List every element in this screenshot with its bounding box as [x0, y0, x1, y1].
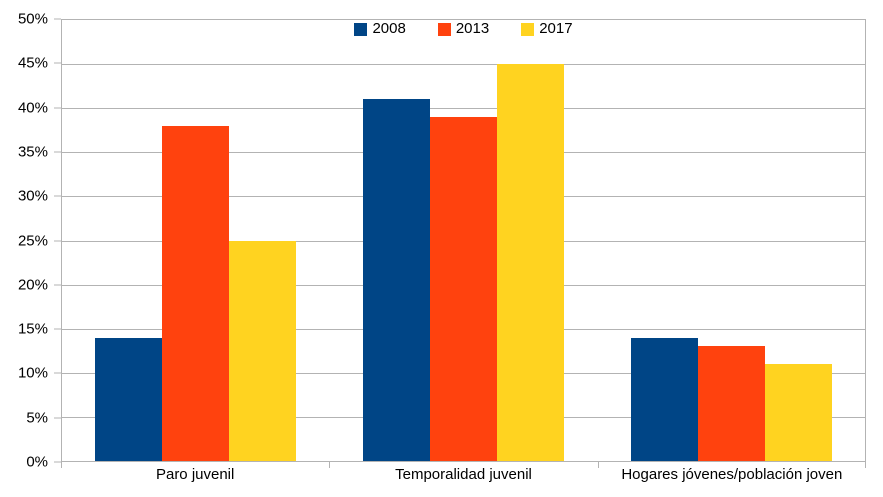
y-tick: [54, 195, 61, 197]
y-axis-label: 15%: [17, 320, 48, 338]
bar-2017: [229, 240, 297, 461]
category-label: Hogares jóvenes/población joven: [621, 466, 843, 483]
category-group-paro-juvenil: [62, 20, 330, 461]
category-group-temporalidad-juvenil: [330, 20, 598, 461]
category-label: Paro juvenil: [155, 466, 235, 483]
bar-2008: [362, 99, 430, 461]
y-axis-label: 30%: [17, 187, 48, 205]
y-axis-label: 40%: [17, 99, 48, 117]
category-label: Temporalidad juvenil: [395, 466, 532, 483]
y-axis-labels: 50% 45% 40% 35% 30% 25% 20% 15% 10% 5% 0…: [0, 12, 48, 470]
bar-2013: [429, 117, 497, 461]
y-axis-label: 5%: [26, 409, 48, 427]
y-axis-label: 35%: [17, 143, 48, 161]
bar-2017: [764, 363, 832, 461]
category-group-hogares-jovenes: [597, 20, 865, 461]
x-tick: [61, 462, 62, 468]
y-tick: [54, 151, 61, 153]
legend-item-2008: 2008: [351, 20, 409, 38]
bars-layer: [62, 20, 865, 461]
legend-item-2017: 2017: [518, 20, 576, 38]
y-axis-label: 0%: [26, 453, 48, 471]
bar-2013: [697, 346, 765, 461]
y-axis-label: 10%: [17, 364, 48, 382]
y-axis-label: 50%: [17, 10, 48, 28]
x-tick: [865, 462, 866, 468]
x-tick: [597, 462, 599, 468]
legend-swatch-icon: [437, 22, 451, 36]
legend-item-2013: 2013: [434, 20, 493, 38]
y-tick: [54, 284, 61, 286]
legend-label: 2013: [455, 20, 490, 37]
legend: 2008 2013 2017: [61, 20, 866, 38]
legend-label: 2008: [372, 20, 406, 37]
y-tick: [54, 18, 61, 20]
bar-2017: [496, 64, 564, 461]
y-tick: [54, 417, 61, 419]
x-tick: [329, 462, 331, 468]
legend-swatch-icon: [354, 22, 368, 36]
legend-label: 2017: [539, 20, 573, 37]
x-axis-labels: Paro juvenil Temporalidad juvenil Hogare…: [61, 466, 866, 483]
gridline: [62, 64, 865, 66]
bar-2008: [95, 337, 163, 461]
y-tick: [54, 62, 61, 64]
bar-2008: [630, 337, 698, 461]
y-tick: [54, 328, 61, 330]
y-tick: [54, 461, 61, 463]
y-tick: [54, 107, 61, 109]
x-axis-ticks: [61, 462, 866, 468]
y-tick: [54, 240, 61, 241]
bar-2013: [162, 125, 230, 461]
y-axis-label: 25%: [17, 232, 48, 249]
plot-area: [61, 19, 866, 462]
legend-swatch-icon: [521, 22, 535, 36]
y-tick: [54, 372, 61, 374]
y-axis-label: 45%: [17, 54, 48, 72]
gridline: [62, 108, 865, 110]
y-axis-label: 20%: [17, 276, 48, 294]
y-axis-ticks: [54, 18, 61, 463]
